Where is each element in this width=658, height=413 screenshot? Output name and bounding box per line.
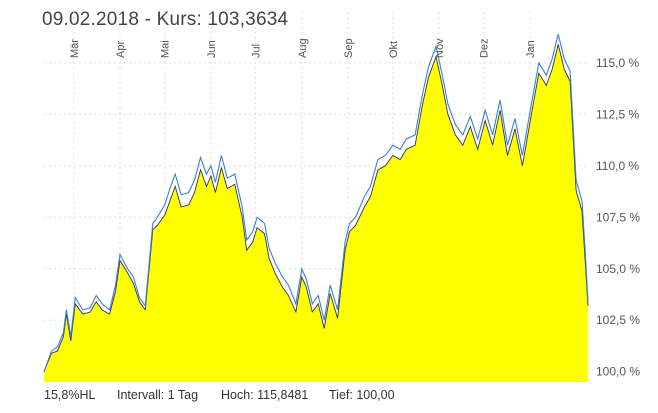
y-tick-label: 102,5 % <box>596 313 640 327</box>
footer-interval: Intervall: 1 Tag <box>117 388 199 402</box>
x-tick-label: Aug <box>297 38 309 58</box>
y-tick-label: 112,5 % <box>596 107 639 121</box>
x-axis-ticks: Mär Apr Mai Jun Jul Aug Sep Okt Nov Dez Jan <box>69 38 537 58</box>
footer-range: 15,8%HL <box>44 388 96 402</box>
x-tick-label: Mai <box>160 40 172 58</box>
y-tick-label: 107,5 % <box>596 210 640 224</box>
x-tick-label: Nov <box>434 38 446 58</box>
x-tick-label: Apr <box>115 41 127 58</box>
price-area <box>44 44 588 383</box>
chart-title: 09.02.2018 - Kurs: 103,3634 <box>42 9 289 30</box>
y-tick-label: 110,0 % <box>596 159 639 173</box>
x-tick-label: Jun <box>206 40 218 58</box>
footer-low: Tief: 100,00 <box>329 388 395 402</box>
price-line-low <box>43 44 589 372</box>
x-tick-label: Jul <box>251 44 263 58</box>
price-line-high <box>43 33 589 372</box>
x-tick-label: Jan <box>525 40 537 58</box>
footer-high: Hoch: 115,8481 <box>221 388 309 402</box>
y-tick-label: 105,0 % <box>596 262 640 276</box>
x-tick-label: Mär <box>69 39 81 58</box>
x-tick-label: Dez <box>479 38 491 58</box>
y-tick-label: 115,0 % <box>596 56 639 70</box>
y-axis-ticks: 100,0 % 102,5 % 105,0 % 107,5 % 110,0 % 112,5… <box>596 56 640 379</box>
y-tick-label: 100,0 % <box>596 365 640 379</box>
x-tick-label: Sep <box>343 38 355 58</box>
x-tick-label: Okt <box>388 41 400 58</box>
